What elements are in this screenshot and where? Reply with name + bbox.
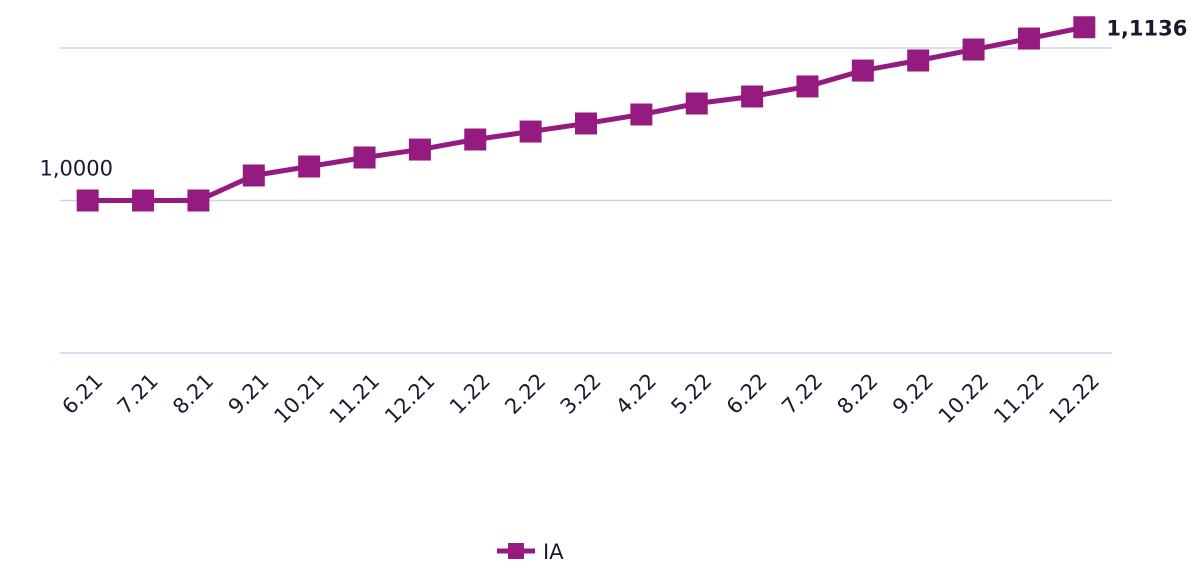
x-tick-label: 10.22 [934,369,993,428]
marker [242,164,265,187]
marker [741,85,764,108]
x-tick-label: 4.22 [611,369,661,419]
x-tick-label: 6.22 [722,369,772,419]
marker [1017,27,1040,50]
marker [851,59,874,82]
x-tick-label: 2.22 [500,369,550,419]
marker [630,103,653,126]
marker [132,189,155,212]
x-tick-label: 5.22 [666,369,716,419]
marker [962,38,985,61]
x-tick-label: 8.21 [168,369,218,419]
value-label: 1,1136 [1106,16,1187,40]
marker [575,112,597,135]
marker [464,128,487,151]
marker [76,189,99,212]
marker [408,138,431,161]
marker [907,49,930,72]
marker [796,75,819,98]
legend-label: IA [543,540,564,564]
x-tick-label: 9.21 [224,369,274,419]
x-tick-label: 10.21 [269,369,328,428]
marker [353,146,376,169]
x-tick-label: 12.21 [380,369,439,428]
marker [298,155,321,178]
y-tick-label: 1,0000 [40,157,113,181]
x-tick-label: 11.22 [989,369,1048,428]
x-tick-label: 1.22 [445,369,495,419]
marker [685,92,708,115]
x-tick-label: 8.22 [833,369,883,419]
x-tick-label: 11.21 [325,369,384,428]
x-tick-label: 3.22 [556,369,606,419]
marker [187,189,210,212]
x-tick-label: 7.22 [777,369,827,419]
marker [519,120,542,143]
x-tick-label: 7.21 [113,369,163,419]
x-tick-label: 12.22 [1045,369,1104,428]
x-tick-label: 9.22 [888,369,938,419]
marker [1073,16,1096,39]
legend-marker [508,543,524,559]
x-tick-label: 6.21 [57,369,107,419]
